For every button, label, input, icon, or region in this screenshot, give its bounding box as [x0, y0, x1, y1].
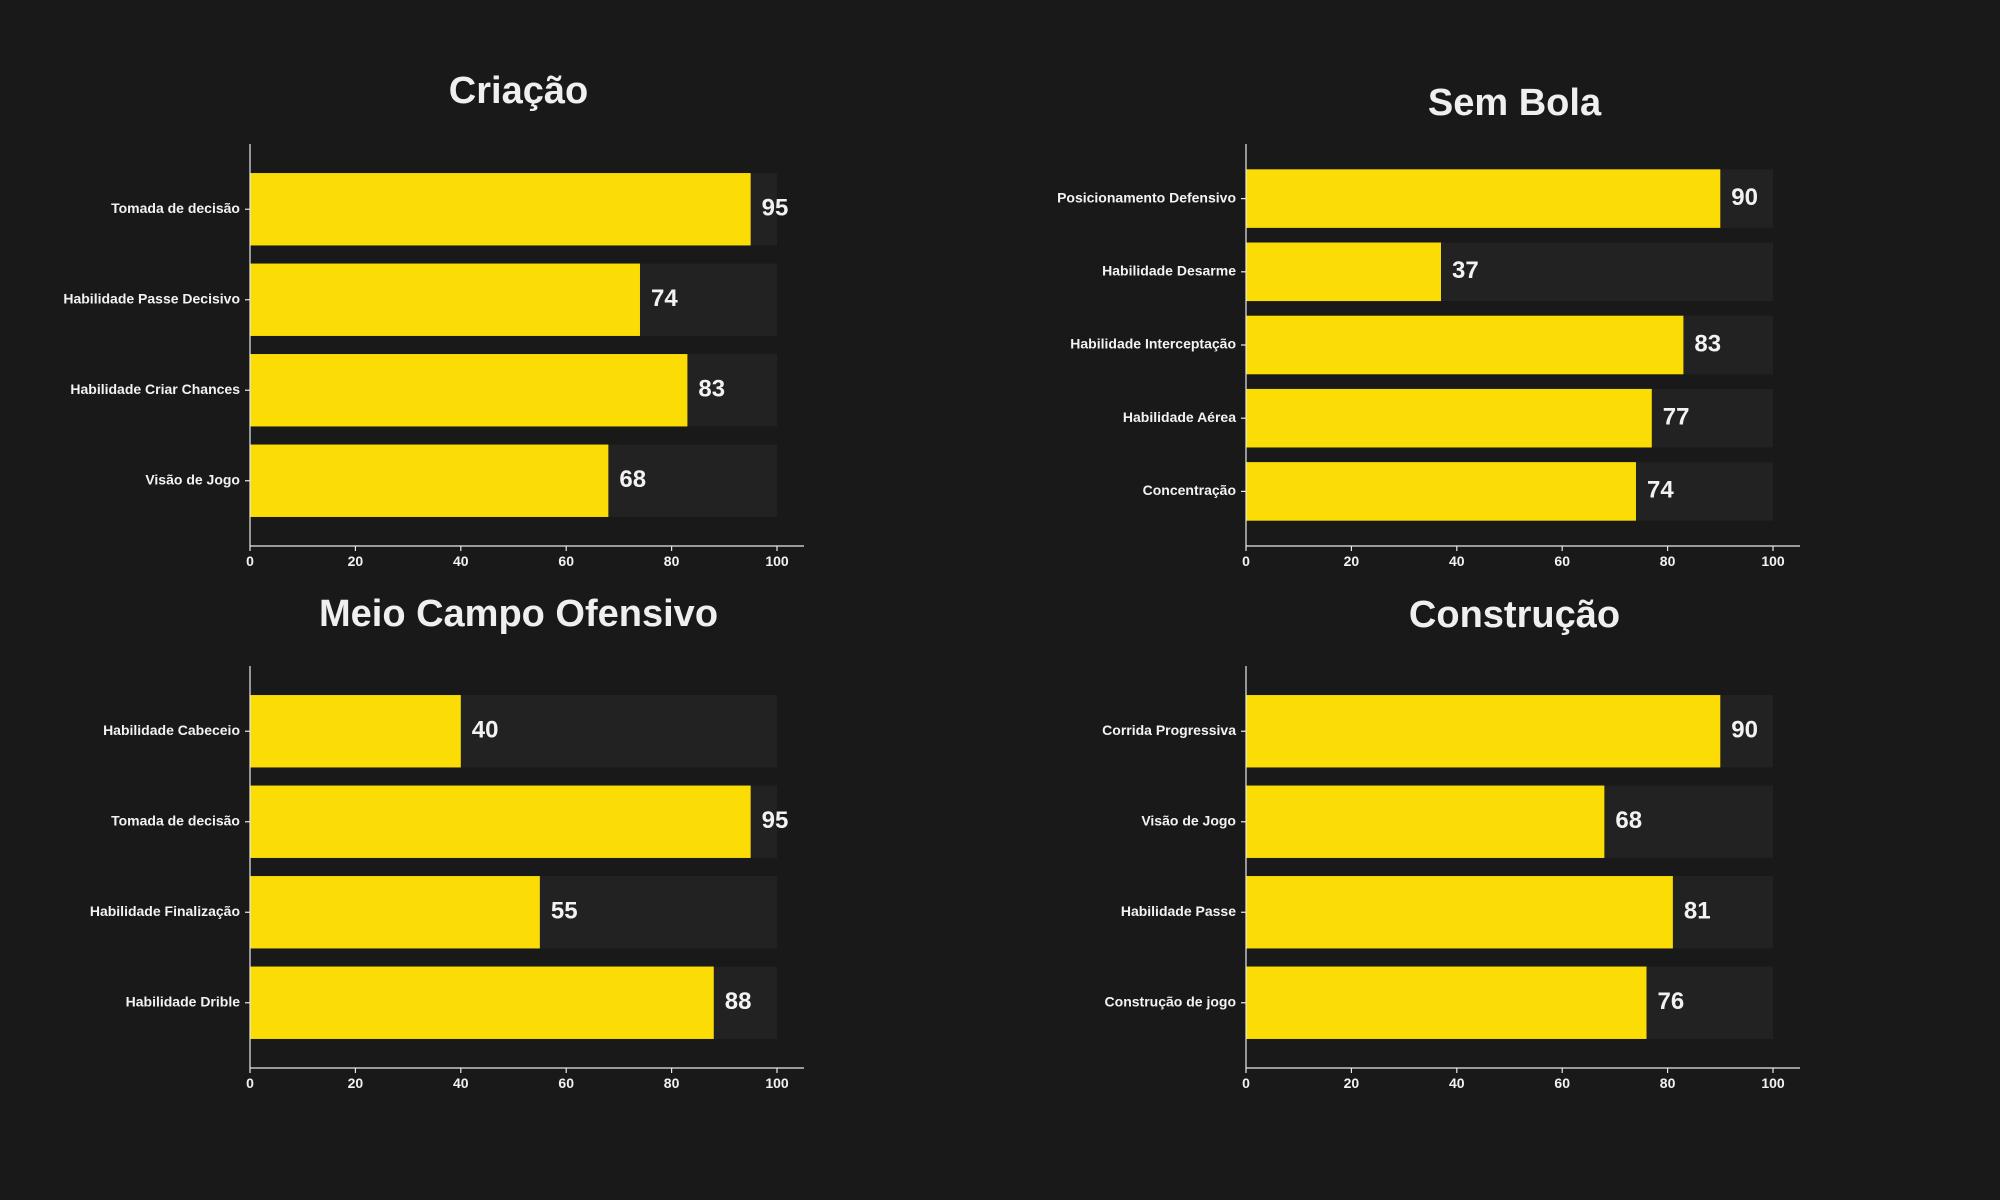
category-label: Posicionamento Defensivo: [1057, 189, 1236, 205]
bar: [1246, 695, 1721, 768]
category-label: Visão de Jogo: [145, 471, 240, 487]
x-tick-label: 20: [1344, 1075, 1360, 1091]
x-tick-label: 40: [1449, 553, 1465, 569]
bar: [250, 785, 751, 858]
category-label: Habilidade Aérea: [1123, 409, 1236, 425]
bar: [1246, 242, 1441, 302]
category-label: Visão de Jogo: [1141, 812, 1236, 828]
bar: [1246, 876, 1673, 949]
bar: [250, 263, 640, 336]
data-label: 83: [1694, 330, 1721, 357]
x-tick-label: 60: [1554, 553, 1570, 569]
bar: [1246, 785, 1605, 858]
bar: [1246, 462, 1636, 521]
bar: [1246, 966, 1647, 1039]
x-tick-label: 20: [348, 1075, 364, 1091]
category-label: Corrida Progressiva: [1102, 722, 1236, 738]
category-label: Habilidade Passe Decisivo: [63, 290, 240, 306]
category-label: Tomada de decisão: [111, 812, 240, 828]
bar: [250, 695, 461, 768]
x-tick-label: 100: [1761, 553, 1785, 569]
x-tick-label: 0: [246, 553, 254, 569]
x-tick-label: 40: [453, 1075, 469, 1091]
data-label: 88: [725, 988, 752, 1015]
chart-title: Sem Bola: [1428, 82, 1602, 124]
x-tick-label: 20: [348, 553, 364, 569]
x-tick-label: 80: [664, 553, 680, 569]
chart-title: Meio Campo Ofensivo: [319, 593, 718, 635]
bar: [1246, 315, 1684, 375]
bar: [250, 354, 688, 427]
data-label: 90: [1731, 717, 1758, 744]
data-label: 81: [1684, 898, 1711, 925]
data-label: 55: [551, 898, 578, 925]
x-tick-label: 0: [1242, 553, 1250, 569]
data-label: 95: [762, 807, 789, 834]
x-tick-label: 80: [1660, 553, 1676, 569]
category-label: Habilidade Drible: [126, 993, 241, 1009]
bar: [250, 966, 714, 1039]
data-label: 68: [619, 466, 646, 493]
chart-panel: Construção 90 Corrida Progressiva 68 Visão d…: [1102, 594, 1800, 1091]
data-label: 40: [472, 717, 499, 744]
data-label: 68: [1615, 807, 1642, 834]
x-tick-label: 80: [664, 1075, 680, 1091]
bar: [250, 173, 751, 246]
x-tick-label: 100: [765, 1075, 789, 1091]
chart-title: Construção: [1409, 594, 1620, 636]
x-tick-label: 20: [1344, 553, 1360, 569]
chart-title: Criação: [449, 70, 588, 112]
category-label: Habilidade Desarme: [1102, 263, 1236, 279]
data-label: 76: [1658, 988, 1685, 1015]
data-label: 77: [1663, 404, 1690, 431]
x-tick-label: 40: [1449, 1075, 1465, 1091]
data-label: 95: [762, 195, 789, 222]
category-label: Construção de jogo: [1105, 993, 1236, 1009]
chart-panel: Meio Campo Ofensivo 40 Habilidade Cabeceio…: [90, 593, 804, 1091]
category-label: Habilidade Interceptação: [1070, 336, 1236, 352]
chart-panel: Criação 95 Tomada de decisão 74 Habilidade P…: [63, 70, 804, 569]
x-tick-label: 60: [558, 1075, 574, 1091]
x-tick-label: 80: [1660, 1075, 1676, 1091]
category-label: Concentração: [1143, 482, 1236, 498]
category-label: Habilidade Criar Chances: [70, 381, 240, 397]
bar: [1246, 388, 1652, 448]
x-tick-label: 40: [453, 553, 469, 569]
data-label: 83: [698, 376, 725, 403]
x-tick-label: 100: [1761, 1075, 1785, 1091]
category-label: Habilidade Finalização: [90, 903, 240, 919]
chart-panel: Sem Bola 90 Posicionamento Defensivo 37 Habi…: [1057, 82, 1800, 569]
data-label: 90: [1731, 184, 1758, 211]
category-label: Habilidade Cabeceio: [103, 722, 240, 738]
x-tick-label: 100: [765, 553, 789, 569]
category-label: Tomada de decisão: [111, 200, 240, 216]
x-tick-label: 60: [1554, 1075, 1570, 1091]
bar: [250, 444, 609, 517]
bar: [250, 876, 540, 949]
data-label: 37: [1452, 257, 1479, 284]
bar: [1246, 169, 1721, 228]
category-label: Habilidade Passe: [1121, 903, 1236, 919]
data-label: 74: [1647, 477, 1674, 504]
data-label: 74: [651, 285, 678, 312]
x-tick-label: 0: [1242, 1075, 1250, 1091]
x-tick-label: 0: [246, 1075, 254, 1091]
x-tick-label: 60: [558, 553, 574, 569]
